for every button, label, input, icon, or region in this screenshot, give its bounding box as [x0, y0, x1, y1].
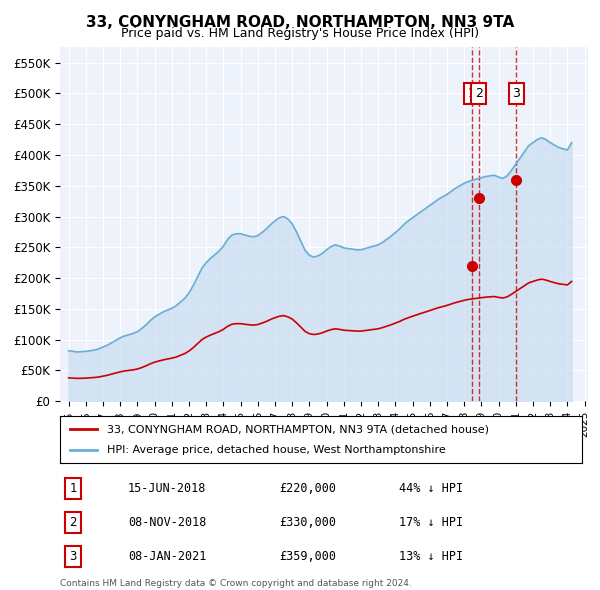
Text: 2: 2 — [475, 87, 483, 100]
Text: 1: 1 — [70, 481, 77, 494]
Text: 13% ↓ HPI: 13% ↓ HPI — [400, 550, 463, 563]
Text: Price paid vs. HM Land Registry's House Price Index (HPI): Price paid vs. HM Land Registry's House … — [121, 27, 479, 40]
Text: 33, CONYNGHAM ROAD, NORTHAMPTON, NN3 9TA (detached house): 33, CONYNGHAM ROAD, NORTHAMPTON, NN3 9TA… — [107, 424, 489, 434]
Text: £330,000: £330,000 — [279, 516, 336, 529]
Text: 3: 3 — [512, 87, 520, 100]
Text: 44% ↓ HPI: 44% ↓ HPI — [400, 481, 463, 494]
Text: HPI: Average price, detached house, West Northamptonshire: HPI: Average price, detached house, West… — [107, 445, 446, 455]
Text: £359,000: £359,000 — [279, 550, 336, 563]
Text: 17% ↓ HPI: 17% ↓ HPI — [400, 516, 463, 529]
Text: Contains HM Land Registry data © Crown copyright and database right 2024.
This d: Contains HM Land Registry data © Crown c… — [60, 579, 412, 590]
Text: 1: 1 — [468, 87, 476, 100]
Text: 3: 3 — [70, 550, 77, 563]
Text: 33, CONYNGHAM ROAD, NORTHAMPTON, NN3 9TA: 33, CONYNGHAM ROAD, NORTHAMPTON, NN3 9TA — [86, 15, 514, 30]
Text: 08-JAN-2021: 08-JAN-2021 — [128, 550, 206, 563]
Text: 2: 2 — [70, 516, 77, 529]
Text: 08-NOV-2018: 08-NOV-2018 — [128, 516, 206, 529]
Text: £220,000: £220,000 — [279, 481, 336, 494]
Text: 15-JUN-2018: 15-JUN-2018 — [128, 481, 206, 494]
